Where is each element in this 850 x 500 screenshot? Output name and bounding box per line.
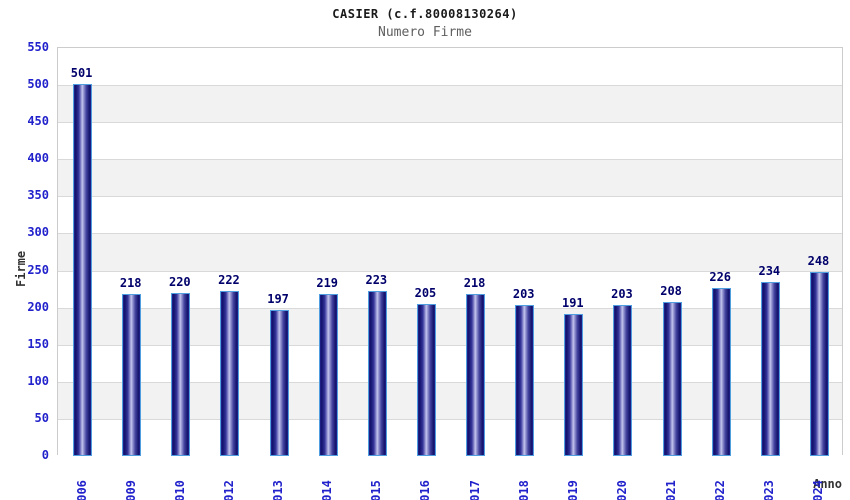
- bar-2019: [564, 314, 584, 456]
- gridline: [58, 344, 842, 346]
- bar-value-label: 219: [316, 275, 339, 290]
- plot-area: [57, 47, 843, 456]
- x-axis-label: Anno: [813, 477, 842, 491]
- plot-band: [58, 85, 842, 123]
- gridline: [58, 418, 842, 420]
- bar-2010: [171, 292, 191, 456]
- bar-2015: [367, 290, 387, 456]
- bar-value-label: 501: [70, 66, 93, 81]
- x-tick-2021: 2021: [664, 480, 679, 500]
- gridline: [58, 159, 842, 161]
- gridline: [58, 233, 842, 235]
- bar-value-label: 223: [365, 272, 388, 287]
- x-tick-2023: 2023: [762, 480, 777, 500]
- bar-value-label: 218: [119, 276, 142, 291]
- x-tick-2016: 2016: [418, 480, 433, 500]
- y-tick-label: 300: [27, 225, 49, 240]
- bar-2012: [220, 291, 240, 456]
- bar-2017: [466, 294, 486, 456]
- x-tick-2024: 2024: [811, 480, 826, 500]
- bar-value-label: 203: [611, 287, 633, 302]
- y-tick-label: 50: [34, 410, 49, 425]
- bar-value-label: 220: [168, 274, 191, 289]
- x-tick-2020: 2020: [614, 480, 629, 500]
- gridline: [58, 307, 842, 309]
- x-tick-2022: 2022: [713, 480, 728, 500]
- x-tick-2013: 2013: [271, 480, 286, 500]
- gridline: [58, 196, 842, 198]
- bar-2014: [318, 293, 338, 456]
- bar-value-label: 191: [561, 296, 584, 311]
- gridline: [58, 122, 842, 124]
- x-tick-2009: 2009: [123, 480, 138, 500]
- plot-band: [58, 233, 842, 271]
- plot-band: [58, 159, 842, 197]
- y-tick-label: 0: [41, 448, 49, 462]
- y-tick-label: 350: [27, 188, 49, 203]
- bar-2006: [73, 84, 93, 456]
- plot-band: [58, 122, 842, 160]
- chart-subtitle: Numero Firme: [378, 25, 472, 40]
- x-tick-2010: 2010: [172, 480, 187, 500]
- y-tick-label: 400: [27, 151, 49, 166]
- bar-value-label: 208: [660, 283, 682, 298]
- x-tick-2018: 2018: [516, 480, 531, 500]
- bar-value-label: 218: [463, 276, 486, 291]
- bar-value-label: 248: [807, 254, 830, 269]
- bar-value-label: 222: [218, 273, 240, 288]
- y-tick-label: 100: [27, 373, 49, 388]
- gridline: [58, 85, 842, 87]
- gridline: [58, 381, 842, 383]
- bar-2023: [760, 282, 780, 456]
- plot-band: [58, 48, 842, 86]
- x-tick-2017: 2017: [467, 480, 482, 500]
- gridline: [58, 270, 842, 272]
- bar-2022: [711, 288, 731, 456]
- bar-value-label: 197: [267, 291, 289, 306]
- y-tick-label: 200: [27, 299, 49, 314]
- bar-2016: [416, 303, 436, 456]
- bar-value-label: 203: [512, 287, 535, 302]
- bar-2018: [515, 305, 535, 456]
- bar-2024: [809, 272, 829, 456]
- bar-2020: [613, 305, 633, 456]
- y-tick-label: 500: [27, 77, 49, 92]
- bar-value-label: 226: [709, 270, 732, 285]
- x-tick-2006: 2006: [74, 480, 89, 500]
- bar-2013: [269, 309, 289, 456]
- x-tick-2012: 2012: [221, 480, 236, 500]
- y-tick-label: 150: [27, 336, 49, 351]
- chart-title: CASIER (c.f.80008130264): [332, 7, 518, 21]
- y-tick-label: 550: [27, 40, 49, 54]
- x-tick-2019: 2019: [565, 480, 580, 500]
- bar-2021: [662, 301, 682, 456]
- y-tick-label: 250: [27, 262, 49, 277]
- bar-2009: [122, 294, 142, 456]
- bar-value-label: 234: [758, 264, 781, 279]
- bar-value-label: 205: [414, 285, 437, 300]
- x-tick-2014: 2014: [320, 480, 335, 500]
- x-tick-2015: 2015: [369, 480, 384, 500]
- plot-band: [58, 196, 842, 234]
- y-tick-label: 450: [27, 114, 49, 129]
